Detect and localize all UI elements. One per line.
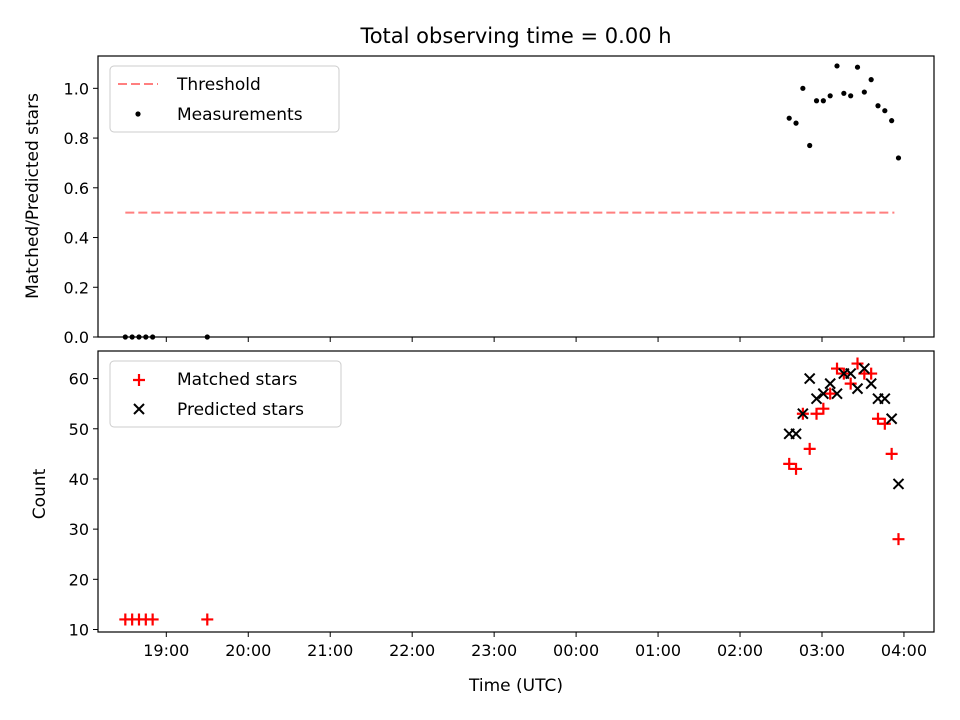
matched-star-point — [824, 387, 837, 400]
predicted-star-point — [803, 372, 816, 385]
predicted-star-point — [851, 382, 864, 395]
measurement-point — [786, 115, 792, 121]
top-ytick-label: 0.4 — [64, 229, 89, 248]
bottom-xtick-label: 21:00 — [307, 641, 353, 660]
legend-matched-swatch — [133, 374, 145, 386]
bottom-panel: 10 20 30 40 50 60 19:00 20:00 21:00 22:00 23:00 00… — [30, 350, 935, 696]
measurement-point — [889, 118, 895, 124]
measurement-point — [854, 64, 861, 70]
bottom-y-axis-label: Count — [30, 468, 50, 519]
matched-star-point — [790, 462, 803, 475]
bottom-xtick-label: 20:00 — [225, 641, 271, 660]
matched-star-point — [851, 357, 864, 370]
matched-star-point — [201, 613, 214, 626]
bottom-ytick-label: 60 — [69, 370, 89, 389]
predicted-star-point — [810, 392, 823, 405]
measurement-point — [807, 142, 813, 149]
matched-star-point — [783, 457, 796, 470]
measurement-point — [841, 90, 847, 96]
measurement-point — [882, 108, 888, 114]
predicted-star-point — [797, 408, 809, 420]
legend-measurements-label: Measurements — [177, 105, 303, 125]
top-ytick-label: 0.8 — [64, 129, 89, 148]
measurement-point — [861, 89, 867, 95]
predicted-star-point — [885, 413, 898, 425]
measurement-point — [793, 120, 799, 126]
top-y-axis-label: Matched/Predicted stars — [23, 93, 43, 299]
bottom-ytick-label: 50 — [69, 420, 89, 439]
measurement-point — [895, 155, 902, 161]
bottom-xtick-label: 00:00 — [553, 641, 599, 660]
bottom-ytick-label: 40 — [69, 470, 89, 489]
top-plot-frame — [97, 55, 935, 338]
bottom-ytick-label: 20 — [69, 570, 89, 589]
matched-star-point — [810, 407, 823, 420]
bottom-ytick-label: 30 — [69, 520, 89, 539]
legend-matched-label: Matched stars — [177, 370, 297, 390]
bottom-xtick-label: 23:00 — [471, 641, 517, 660]
matched-star-point — [878, 417, 891, 430]
top-panel: 0.0 0.2 0.4 0.6 0.8 1.0 Matched/Predicted sta… — [23, 55, 935, 347]
bottom-xtick-label: 22:00 — [389, 641, 435, 660]
bottom-xtick-label: 03:00 — [799, 641, 845, 660]
top-ytick-label: 0.6 — [64, 179, 89, 198]
predicted-star-point — [879, 392, 891, 405]
predicted-star-point — [790, 428, 802, 440]
bottom-ytick-label: 10 — [69, 620, 89, 639]
predicted-star-point — [865, 377, 877, 390]
bottom-xtick-label: 01:00 — [635, 641, 681, 660]
measurement-point — [820, 98, 826, 104]
legend-predicted-label: Predicted stars — [177, 400, 304, 420]
matched-star-point — [844, 377, 857, 390]
x-axis-label: Time (UTC) — [468, 676, 563, 696]
legend-predicted-swatch — [133, 403, 145, 415]
top-ytick-label: 0.2 — [64, 278, 89, 297]
measurement-point — [813, 98, 820, 104]
predicted-star-point — [844, 367, 857, 380]
predicted-star-point — [858, 362, 871, 375]
measurement-point — [868, 77, 874, 83]
matched-star-point — [146, 613, 159, 626]
matched-star-point — [892, 533, 905, 546]
measurement-point — [834, 63, 840, 69]
measurement-point — [875, 103, 881, 109]
matched-star-point — [803, 442, 816, 455]
top-ytick-label: 0.0 — [64, 328, 89, 347]
matched-star-point — [871, 412, 884, 425]
bottom-plot-frame — [97, 350, 935, 633]
predicted-star-point — [892, 478, 905, 490]
predicted-star-point — [831, 387, 843, 400]
predicted-stars-series — [783, 362, 905, 490]
chart-title: Total observing time = 0.00 h — [359, 24, 671, 48]
top-legend: Threshold Measurements — [109, 65, 340, 133]
matched-star-point — [865, 367, 878, 380]
legend-threshold-label: Threshold — [176, 75, 261, 95]
bottom-xtick-label: 04:00 — [881, 641, 927, 660]
matched-star-point — [817, 402, 830, 415]
bottom-xtick-label: 02:00 — [717, 641, 763, 660]
predicted-star-point — [817, 387, 830, 400]
measurement-point — [800, 85, 806, 91]
legend-measurements-swatch — [135, 111, 141, 117]
measurements-series — [122, 63, 902, 340]
bottom-legend: Matched stars Predicted stars — [109, 360, 342, 428]
matched-star-point — [831, 362, 844, 375]
matched-star-point — [885, 447, 898, 460]
measurement-point — [827, 93, 833, 99]
measurement-point — [848, 93, 854, 99]
top-ytick-label: 1.0 — [64, 79, 89, 98]
bottom-xtick-label: 19:00 — [143, 641, 189, 660]
predicted-star-point — [824, 377, 836, 390]
